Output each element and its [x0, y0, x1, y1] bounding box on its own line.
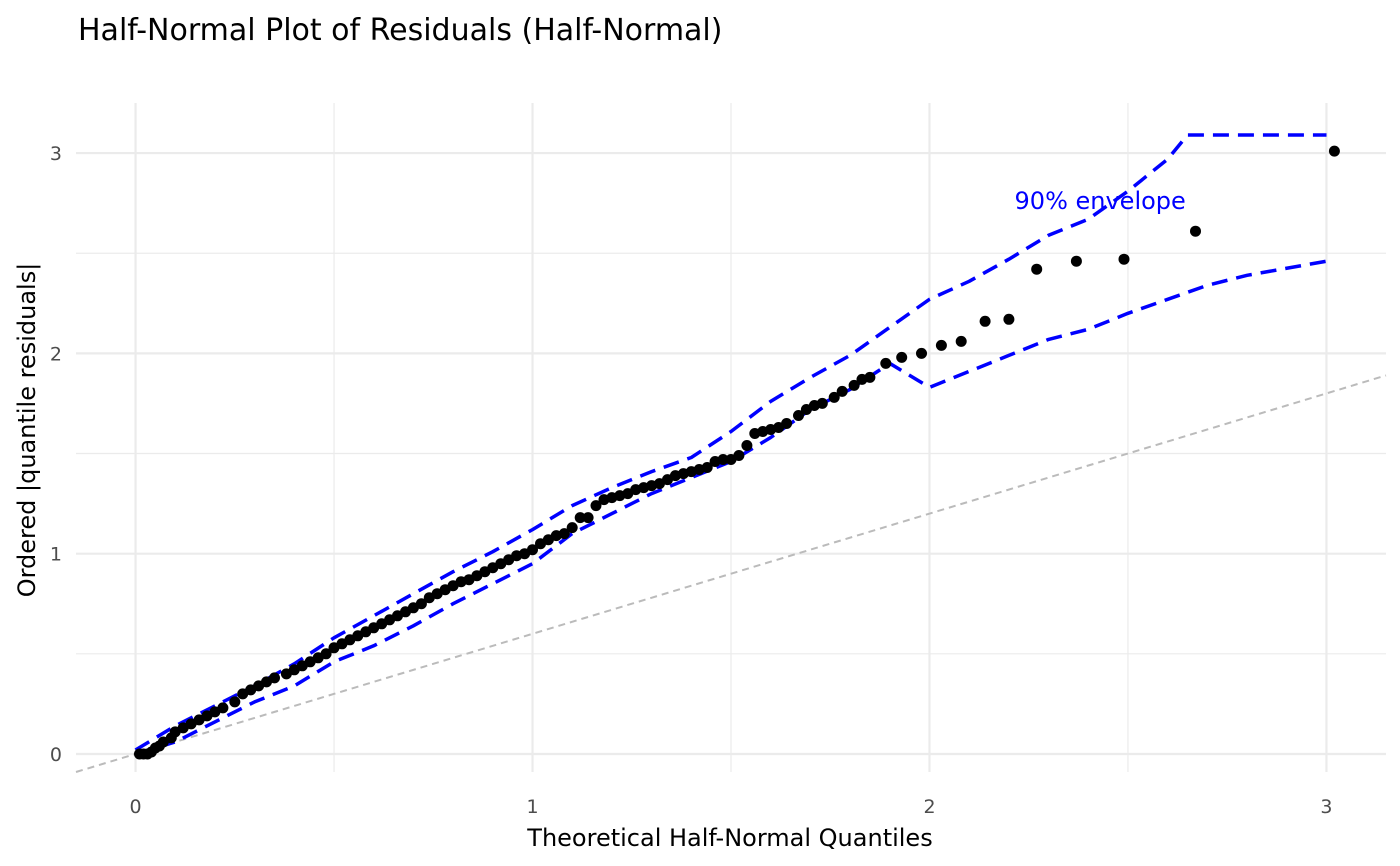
- residual-point: [741, 440, 753, 451]
- x-tick-label: 0: [129, 796, 141, 818]
- reference-line: [75, 374, 1387, 773]
- residual-point: [979, 315, 991, 327]
- residual-point: [828, 391, 840, 403]
- envelope-annotation: 90% envelope: [1015, 187, 1186, 215]
- residual-point: [701, 462, 713, 473]
- y-axis-title: Ordered |quantile residuals|: [13, 263, 41, 598]
- residual-point: [733, 450, 745, 461]
- residual-point: [269, 672, 280, 684]
- residual-point: [781, 418, 793, 429]
- residual-point: [793, 410, 804, 421]
- residual-point: [217, 702, 229, 714]
- major-gridlines: [76, 103, 1386, 772]
- residual-point: [527, 544, 538, 556]
- x-tick-label: 1: [526, 796, 538, 818]
- y-tick-label: 1: [50, 544, 62, 566]
- residual-point: [1328, 145, 1340, 157]
- chart-title: Half-Normal Plot of Residuals (Half-Norm…: [78, 13, 722, 48]
- residual-point: [816, 397, 828, 409]
- residual-point: [864, 371, 876, 383]
- y-tick-label: 3: [50, 143, 62, 165]
- residual-point: [566, 522, 578, 534]
- residual-point: [955, 335, 967, 347]
- envelope-lower-line: [134, 259, 1327, 756]
- residual-point: [574, 512, 586, 524]
- residual-point: [836, 385, 848, 397]
- y-tick-labels: 0 1 2 3: [50, 143, 62, 766]
- residual-point: [1003, 313, 1015, 325]
- residual-point: [415, 598, 427, 610]
- x-tick-labels: 0 1 2 3: [129, 796, 1332, 818]
- residual-point: [229, 696, 241, 708]
- residual-point: [558, 528, 570, 540]
- y-tick-label: 2: [50, 343, 62, 365]
- residual-point: [935, 339, 947, 351]
- residual-point: [320, 648, 332, 660]
- residual-point: [1190, 225, 1201, 237]
- residual-point: [1031, 263, 1043, 275]
- residual-point: [582, 512, 594, 524]
- residual-point: [590, 500, 602, 512]
- minor-gridlines: [76, 103, 1386, 772]
- residual-point: [1118, 253, 1130, 265]
- residual-points: [134, 145, 1340, 760]
- residual-point: [717, 454, 729, 465]
- x-tick-label: 3: [1320, 796, 1332, 818]
- residual-point: [896, 351, 908, 363]
- residual-point: [1070, 255, 1082, 267]
- x-axis-title: Theoretical Half-Normal Quantiles: [526, 824, 932, 852]
- envelope-lines: [134, 133, 1327, 756]
- residual-point: [916, 347, 927, 359]
- envelope-upper-line: [134, 133, 1327, 752]
- residual-point: [848, 379, 860, 391]
- residual-point: [880, 357, 892, 369]
- y-tick-label: 0: [50, 744, 62, 766]
- x-tick-label: 2: [923, 796, 935, 818]
